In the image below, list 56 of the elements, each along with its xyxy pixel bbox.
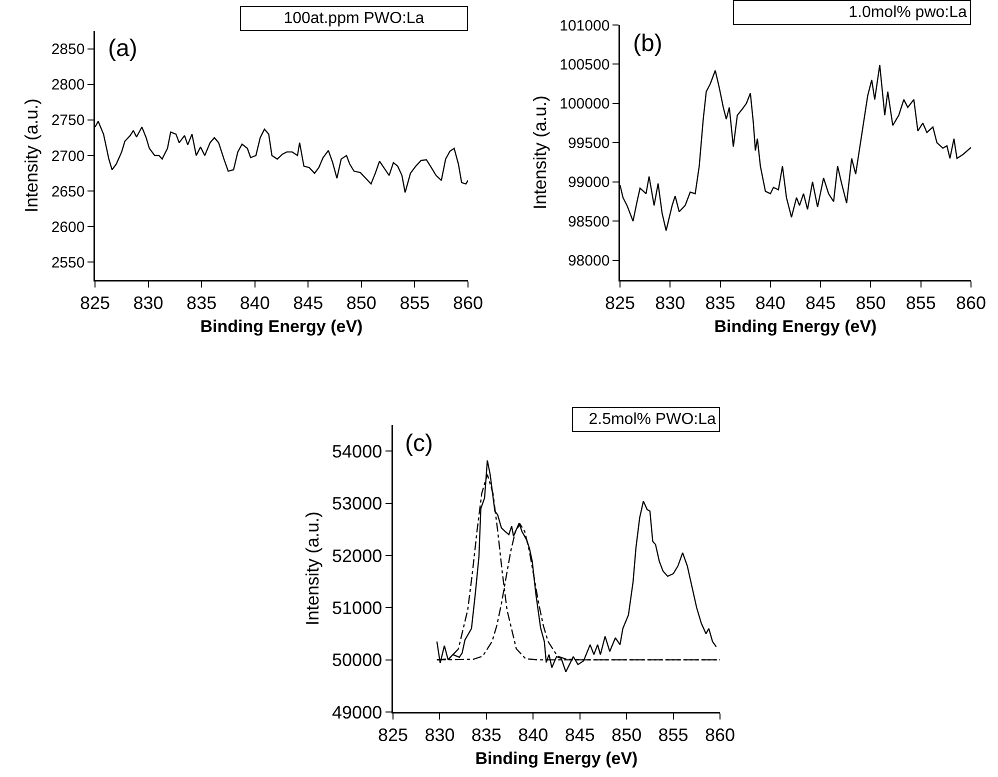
- x-tick-label: 845: [806, 292, 836, 313]
- x-axis-title: Binding Energy (eV): [714, 317, 877, 336]
- y-tick-label: 101000: [560, 17, 610, 34]
- y-tick-label: 99000: [568, 174, 610, 192]
- y-tick-label: 98000: [568, 252, 610, 270]
- x-tick-label: 860: [452, 292, 484, 313]
- x-tick-label: 835: [705, 292, 736, 313]
- x-tick-label: 840: [755, 292, 786, 313]
- x-tick-label: 855: [658, 724, 688, 745]
- y-tick-label: 51000: [332, 598, 382, 618]
- x-tick-label: 855: [906, 292, 936, 313]
- x-tick-label: 850: [856, 292, 886, 313]
- x-tick-label: 850: [346, 292, 376, 313]
- y-tick-label: 54000: [332, 441, 382, 462]
- y-tick-label: 2700: [51, 148, 85, 165]
- annotation: 2.5mol% PWO:La: [588, 411, 716, 428]
- text: 100at.ppm PWO:La: [284, 10, 424, 27]
- y-tick-label: 100500: [560, 56, 610, 74]
- x-tick-label: 825: [80, 292, 110, 313]
- x-tick-label: 825: [378, 724, 408, 745]
- y-tick-label: 100000: [560, 96, 610, 113]
- x-tick-label: 845: [564, 724, 595, 745]
- x-tick-label: 860: [956, 292, 986, 313]
- x-tick-label: 825: [604, 292, 636, 313]
- x-tick-label: 855: [400, 292, 430, 313]
- y-tick-label: 53000: [332, 494, 382, 514]
- x-tick-label: 845: [293, 292, 324, 313]
- annotation: (b): [633, 30, 662, 57]
- y-tick-label: 2850: [51, 41, 85, 58]
- y-tick-label: 2750: [51, 112, 85, 130]
- x-tick-label: 840: [240, 292, 270, 313]
- y-tick-label: 2600: [51, 218, 85, 236]
- x-tick-label: 850: [612, 724, 642, 745]
- y-tick-label: 49000: [332, 702, 382, 722]
- x-tick-label: 830: [655, 292, 686, 313]
- y-tick-label: 52000: [332, 546, 382, 566]
- y-tick-label: 99500: [568, 134, 610, 152]
- annotation: (c): [405, 430, 433, 457]
- y-tick-label: 2800: [51, 76, 85, 94]
- y-axis-title: Intensity (a.u.): [302, 511, 322, 626]
- x-tick-label: 835: [186, 292, 217, 313]
- x-tick-label: 830: [133, 292, 164, 313]
- x-tick-label: 840: [518, 724, 548, 745]
- x-axis-title: Binding Energy (eV): [200, 317, 363, 336]
- y-tick-label: 50000: [332, 650, 382, 670]
- y-tick-label: 2550: [51, 254, 85, 272]
- x-tick-label: 835: [471, 724, 502, 745]
- x-tick-label: 830: [424, 724, 455, 745]
- text: 1.0mol% pwo:La: [848, 4, 967, 21]
- y-axis-title: Intensity (a.u.): [22, 98, 42, 213]
- x-axis-title: Binding Energy (eV): [475, 749, 638, 768]
- y-tick-label: 2650: [51, 183, 85, 200]
- y-tick-label: 98500: [568, 213, 610, 230]
- y-axis-title: Intensity (a.u.): [530, 95, 550, 210]
- x-tick-label: 860: [704, 724, 736, 745]
- annotation: (a): [108, 35, 138, 62]
